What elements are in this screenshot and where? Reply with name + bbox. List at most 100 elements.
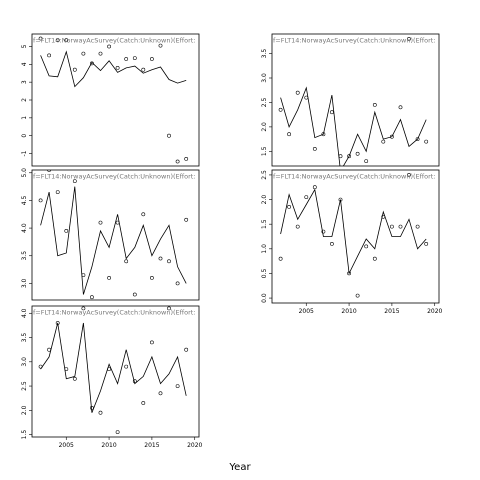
panel-1: f=FLT14:NorwayAcSurvey(Catch:Unknown)(Ef… — [21, 33, 200, 167]
observed-point — [304, 195, 309, 200]
y-tick-label: 2.0 — [261, 195, 268, 205]
observed-point — [64, 38, 69, 43]
observed-point — [124, 364, 129, 369]
y-tick-label: 1.5 — [21, 430, 28, 440]
observed-point — [115, 220, 120, 225]
y-tick-label: 3.0 — [261, 73, 268, 83]
y-tick-label: 2.5 — [261, 170, 268, 180]
observed-point — [167, 259, 171, 264]
y-tick-label: 4.0 — [21, 308, 28, 318]
y-tick-label: 4.5 — [21, 195, 28, 205]
observed-point — [38, 364, 43, 369]
observed-point — [115, 66, 120, 70]
y-tick-label: 0.0 — [261, 293, 268, 303]
observed-point — [355, 151, 360, 156]
plot-area — [278, 37, 429, 166]
y-tick-label: 2 — [21, 98, 28, 102]
observed-point — [424, 139, 429, 144]
observed-point — [98, 51, 103, 56]
panel-title: f=FLT14:NorwayAcSurvey(Catch:Unknown)(Ef… — [33, 37, 196, 45]
panels: f=FLT14:NorwayAcSurvey(Catch:Unknown)(Ef… — [21, 33, 443, 449]
observed-point — [407, 172, 411, 177]
observed-point — [389, 224, 394, 229]
y-tick-label: 3 — [21, 80, 28, 84]
y-tick-label: 5 — [21, 44, 28, 48]
observed-point — [64, 228, 69, 233]
observed-point — [158, 256, 163, 261]
y-tick-label: 2.0 — [21, 405, 28, 415]
fitted-line — [280, 188, 427, 275]
x-tick-label: 2010 — [101, 442, 116, 449]
observed-point — [72, 179, 77, 184]
observed-point — [167, 306, 171, 311]
observed-point — [355, 293, 360, 298]
observed-point — [372, 103, 377, 107]
observed-point — [90, 295, 94, 300]
observed-point — [347, 271, 352, 276]
observed-point — [55, 38, 60, 43]
x-tick-label: 2005 — [299, 308, 314, 315]
y-tick-label: 4 — [21, 62, 28, 66]
fitted-line — [40, 322, 187, 413]
y-tick-label: 0.5 — [261, 268, 268, 278]
observed-point — [90, 405, 94, 410]
observed-point — [295, 224, 300, 229]
observed-point — [98, 220, 103, 225]
observed-point — [278, 256, 283, 261]
observed-point — [424, 241, 429, 246]
panel-2: f=FLT14:NorwayAcSurvey(Catch:Unknown)(Ef… — [261, 33, 440, 167]
observed-point — [398, 105, 403, 110]
observed-point — [372, 256, 377, 261]
observed-point — [287, 132, 292, 137]
observed-point — [55, 321, 60, 325]
observed-point — [107, 275, 112, 280]
observed-point — [184, 156, 189, 161]
observed-point — [81, 51, 86, 56]
observed-point — [124, 57, 129, 61]
observed-point — [398, 224, 403, 229]
observed-point — [329, 110, 334, 115]
x-tick-label: 2005 — [59, 442, 74, 449]
observed-point — [158, 391, 163, 396]
observed-point — [107, 367, 112, 372]
observed-point — [304, 95, 309, 100]
observed-point — [47, 347, 52, 352]
y-tick-label: 3.0 — [21, 357, 28, 367]
panel-frame — [271, 33, 440, 167]
panel-title: f=FLT14:NorwayAcSurvey(Catch:Unknown)(Ef… — [273, 37, 436, 45]
observed-point — [364, 244, 369, 249]
panel-frame — [31, 33, 200, 167]
y-tick-label: -1 — [21, 150, 28, 156]
fitted-line — [40, 186, 187, 295]
observed-point — [347, 154, 352, 159]
observed-point — [132, 56, 137, 61]
fitted-line — [40, 50, 187, 88]
observed-point — [72, 376, 77, 381]
y-tick-label: 3.5 — [261, 49, 268, 59]
plot-area — [38, 170, 189, 300]
observed-point — [132, 292, 137, 297]
observed-point — [184, 347, 189, 352]
observed-point — [132, 379, 137, 384]
observed-point — [81, 306, 86, 311]
observed-point — [158, 43, 163, 48]
observed-point — [175, 384, 180, 389]
observed-point — [278, 107, 283, 112]
observed-point — [381, 214, 386, 219]
fitted-line — [280, 86, 427, 166]
observed-point — [141, 212, 146, 217]
observed-point — [64, 367, 69, 372]
observed-point — [98, 410, 103, 415]
observed-point — [149, 340, 154, 345]
observed-point — [149, 57, 154, 61]
observed-point — [47, 170, 51, 172]
y-tick-label: 2.5 — [261, 97, 268, 107]
observed-point — [364, 159, 369, 164]
observed-point — [72, 67, 77, 72]
y-tick-label: 3.0 — [21, 278, 28, 288]
y-tick-label: 1.0 — [261, 244, 268, 254]
observed-point — [141, 67, 146, 72]
observed-point — [287, 204, 292, 209]
x-tick-label: 2015 — [144, 442, 159, 449]
observed-point — [81, 273, 86, 278]
